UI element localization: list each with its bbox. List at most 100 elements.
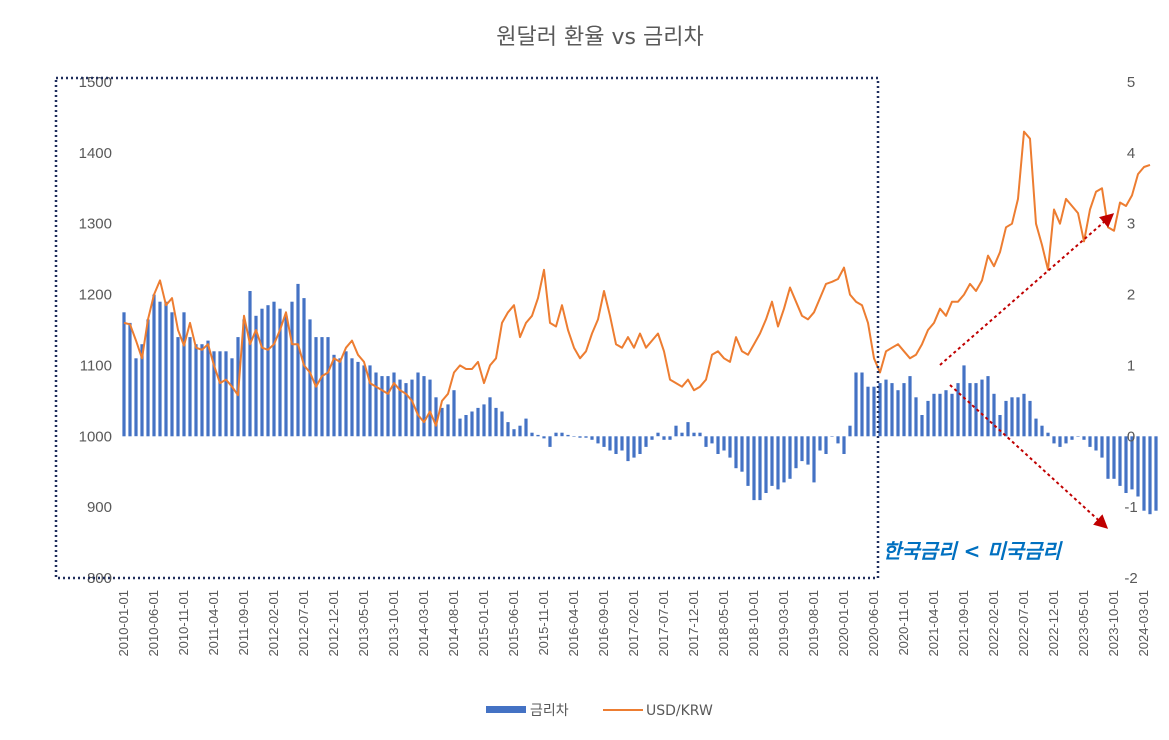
rate-diff-bar (1154, 436, 1158, 511)
rate-diff-bar (446, 404, 450, 437)
rate-diff-bar (908, 376, 912, 437)
x-axis-tick-label: 2017-12-01 (686, 590, 701, 657)
x-axis-tick-label: 2024-03-01 (1136, 590, 1151, 657)
right-axis-ticks: -2 -1 0 1 2 3 4 5 (1124, 74, 1137, 587)
rate-diff-bar (1100, 436, 1104, 458)
rate-diff-bar (626, 436, 630, 462)
x-axis-tick-label: 2011-09-01 (236, 590, 251, 656)
left-axis-tick-label: 1400 (79, 145, 112, 162)
left-axis-tick-label: 1300 (79, 216, 112, 233)
rate-diff-bar (560, 432, 564, 437)
x-axis-tick-label: 2012-07-01 (296, 590, 311, 657)
x-axis-tick-label: 2015-06-01 (506, 590, 521, 657)
x-axis-tick-label: 2021-04-01 (926, 590, 941, 657)
rate-diff-bar (458, 418, 462, 437)
rate-diff-bar (248, 291, 252, 437)
right-axis-tick-label: -1 (1124, 499, 1137, 516)
rate-diff-bar (1148, 436, 1152, 515)
right-axis-tick-label: -2 (1124, 570, 1137, 587)
right-axis-tick-label: 5 (1127, 74, 1135, 91)
rate-diff-bar (230, 358, 234, 437)
rate-diff-bar (968, 383, 972, 437)
rate-diff-bar (794, 436, 798, 469)
rate-diff-bar (758, 436, 762, 501)
rate-diff-bar (896, 390, 900, 437)
rate-diff-bar (434, 397, 438, 437)
rate-diff-bar (566, 434, 570, 437)
x-axis-tick-label: 2012-12-01 (326, 590, 341, 657)
rate-diff-bar (830, 436, 834, 437)
rate-diff-bar (554, 432, 558, 437)
rate-diff-bar (824, 436, 828, 454)
rate-diff-bar (674, 425, 678, 437)
rate-diff-bar (170, 312, 174, 437)
rate-diff-bar (326, 337, 330, 437)
rate-diff-bar (410, 379, 414, 437)
rate-diff-bar (488, 397, 492, 437)
rate-diff-bar (686, 422, 690, 437)
x-axis-ticks: 2010-01-01 2010-06-01 2010-11-01 2011-04-01… (116, 590, 1151, 657)
rate-diff-bar (590, 436, 594, 440)
rate-diff-bar (452, 390, 456, 437)
rate-diff-bar (1028, 400, 1032, 437)
rate-diff-bar (980, 379, 984, 437)
left-axis-tick-label: 1100 (80, 357, 112, 374)
rate-diff-bar (1052, 436, 1056, 444)
rate-diff-bar (1070, 436, 1074, 440)
x-axis-tick-label: 2020-01-01 (836, 590, 851, 657)
rate-diff-bar (1058, 436, 1062, 447)
rate-diff-bar (1124, 436, 1128, 493)
rate-diff-bar (716, 436, 720, 454)
rate-diff-bar (680, 432, 684, 437)
x-axis-tick-label: 2020-06-01 (866, 590, 881, 657)
rate-diff-bar (374, 372, 378, 437)
rate-diff-bar (920, 415, 924, 437)
rate-diff-bar (884, 379, 888, 437)
rate-diff-bar (482, 404, 486, 437)
rate-diff-bar (986, 376, 990, 437)
x-axis-tick-label: 2019-08-01 (806, 590, 821, 657)
rate-diff-bar (122, 312, 126, 437)
rate-diff-bar (212, 351, 216, 437)
rate-diff-bar (536, 434, 540, 437)
rate-diff-bar (296, 283, 300, 437)
rate-diff-bar (650, 436, 654, 440)
rate-diff-bar (506, 422, 510, 437)
rate-diff-bar (926, 400, 930, 437)
rate-diff-bar (266, 305, 270, 437)
rate-diff-bar (950, 393, 954, 437)
legend-line-label: USD/KRW (646, 703, 713, 719)
rate-diff-bar (164, 301, 168, 437)
rate-diff-bar (752, 436, 756, 501)
usd-krw-line (123, 130, 1151, 427)
x-axis-tick-label: 2013-10-01 (386, 590, 401, 657)
rate-diff-bar (368, 365, 372, 437)
rate-diff-bar (272, 301, 276, 437)
rate-diff-bar (1112, 436, 1116, 479)
x-axis-tick-label: 2012-02-01 (266, 590, 281, 657)
x-axis-tick-label: 2018-10-01 (746, 590, 761, 657)
rate-diff-bar (788, 436, 792, 479)
rate-diff-bar (284, 315, 288, 437)
rate-diff-bar (938, 393, 942, 437)
rate-diff-bar (1106, 436, 1110, 479)
rate-diff-bar (902, 383, 906, 437)
rate-diff-bar (206, 340, 210, 437)
rate-diff-bar (800, 436, 804, 462)
rate-diff-bar (914, 397, 918, 437)
rate-diff-bar (308, 319, 312, 437)
rate-diff-bar (182, 312, 186, 437)
rate-diff-bar (704, 436, 708, 447)
rate-diff-bar (290, 301, 294, 437)
x-axis-tick-label: 2018-05-01 (716, 590, 731, 657)
rate-diff-bar (1016, 397, 1020, 437)
rate-diff-bar (194, 344, 198, 437)
right-axis-tick-label: 0 (1127, 428, 1135, 445)
rate-diff-bar (398, 379, 402, 437)
rate-diff-bar (158, 301, 162, 437)
rate-diff-bar (1040, 425, 1044, 437)
x-axis-tick-label: 2022-12-01 (1046, 590, 1061, 657)
rate-diff-bar (512, 429, 516, 437)
rate-diff-bar (242, 319, 246, 437)
